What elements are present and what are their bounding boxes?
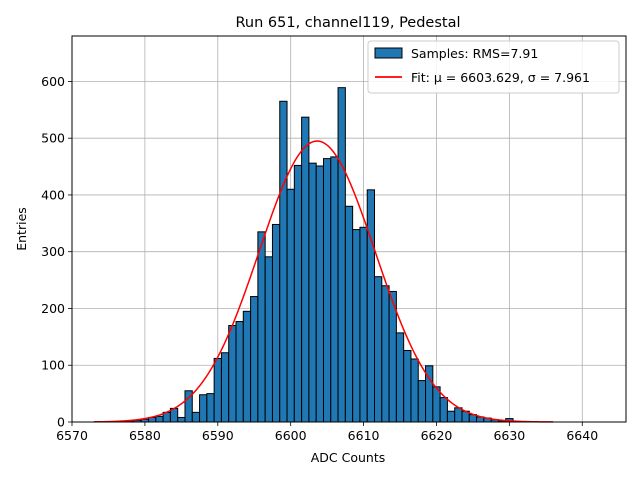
histogram-bar	[374, 276, 383, 423]
x-tick-label: 6620	[421, 428, 453, 443]
y-tick-label: 300	[41, 244, 65, 259]
x-tick-label: 6600	[275, 428, 307, 443]
histogram-bar	[337, 87, 346, 423]
y-tick-label: 500	[41, 131, 65, 146]
histogram-bar	[403, 349, 412, 423]
histogram-bar	[235, 321, 244, 423]
y-tick-label: 400	[41, 187, 65, 202]
histogram-bar	[352, 229, 361, 423]
legend-samples-label: Samples: RMS=7.91	[411, 46, 538, 61]
histogram-bar	[344, 205, 354, 423]
x-tick-label: 6610	[348, 428, 380, 443]
y-tick-label: 600	[41, 74, 65, 89]
x-tick-label: 6570	[56, 428, 88, 443]
histogram-bar	[410, 358, 419, 423]
histogram-bar	[264, 256, 273, 423]
histogram-bar	[271, 223, 281, 423]
plot-frame	[71, 35, 627, 423]
histogram-bar	[381, 285, 390, 423]
histogram-bar	[199, 394, 208, 423]
histogram-bar	[228, 325, 237, 423]
histogram-bar	[366, 189, 376, 423]
y-axis-label: Entries	[14, 207, 29, 251]
histogram-bar	[155, 415, 164, 423]
histogram-bar	[293, 164, 303, 423]
y-tick-label: 100	[41, 358, 65, 373]
chart-title: Run 651, channel119, Pedestal	[235, 15, 460, 31]
histogram-bar	[308, 162, 317, 423]
histogram-bar	[191, 411, 201, 423]
legend-fit-label: Fit: μ = 6603.629, σ = 7.961	[411, 70, 590, 85]
histogram-bar	[301, 116, 310, 423]
histogram-bar	[177, 416, 186, 423]
x-tick-label: 6630	[493, 428, 525, 443]
histogram-bar	[330, 156, 339, 423]
histogram-bar	[286, 188, 295, 423]
histogram-bar	[250, 296, 259, 423]
x-tick-label: 6640	[566, 428, 598, 443]
y-tick-label: 200	[41, 301, 65, 316]
gaussian-fit-curve	[93, 140, 554, 423]
histogram-bar	[388, 290, 397, 423]
histogram-bar	[279, 100, 288, 423]
y-tick-label: 0	[57, 415, 65, 430]
x-axis-label: ADC Counts	[311, 450, 386, 465]
histogram-bar	[257, 231, 266, 423]
histogram-bar	[395, 332, 405, 423]
legend-box	[367, 40, 620, 94]
histogram-bar	[206, 393, 215, 423]
histogram-bar	[322, 158, 332, 423]
histogram-bar	[417, 380, 427, 423]
x-tick-label: 6580	[129, 428, 161, 443]
histogram-bar	[242, 310, 252, 423]
histogram-bar	[454, 407, 463, 423]
legend: Samples: RMS=7.91 Fit: μ = 6603.629, σ =…	[367, 40, 620, 94]
y-axis-ticks: 0 100 200 300 400 500 600	[41, 74, 72, 430]
histogram-bar	[439, 397, 448, 423]
histogram-bar	[220, 352, 230, 423]
x-tick-label: 6590	[202, 428, 234, 443]
histogram-bar	[359, 226, 368, 423]
legend-samples-swatch	[374, 47, 403, 59]
histogram-bar	[446, 410, 456, 423]
histogram-bar	[315, 165, 324, 423]
x-axis-ticks: 6570 6580 6590 6600 6610 6620 6630 6640	[56, 422, 598, 443]
histogram-bar	[213, 357, 222, 423]
